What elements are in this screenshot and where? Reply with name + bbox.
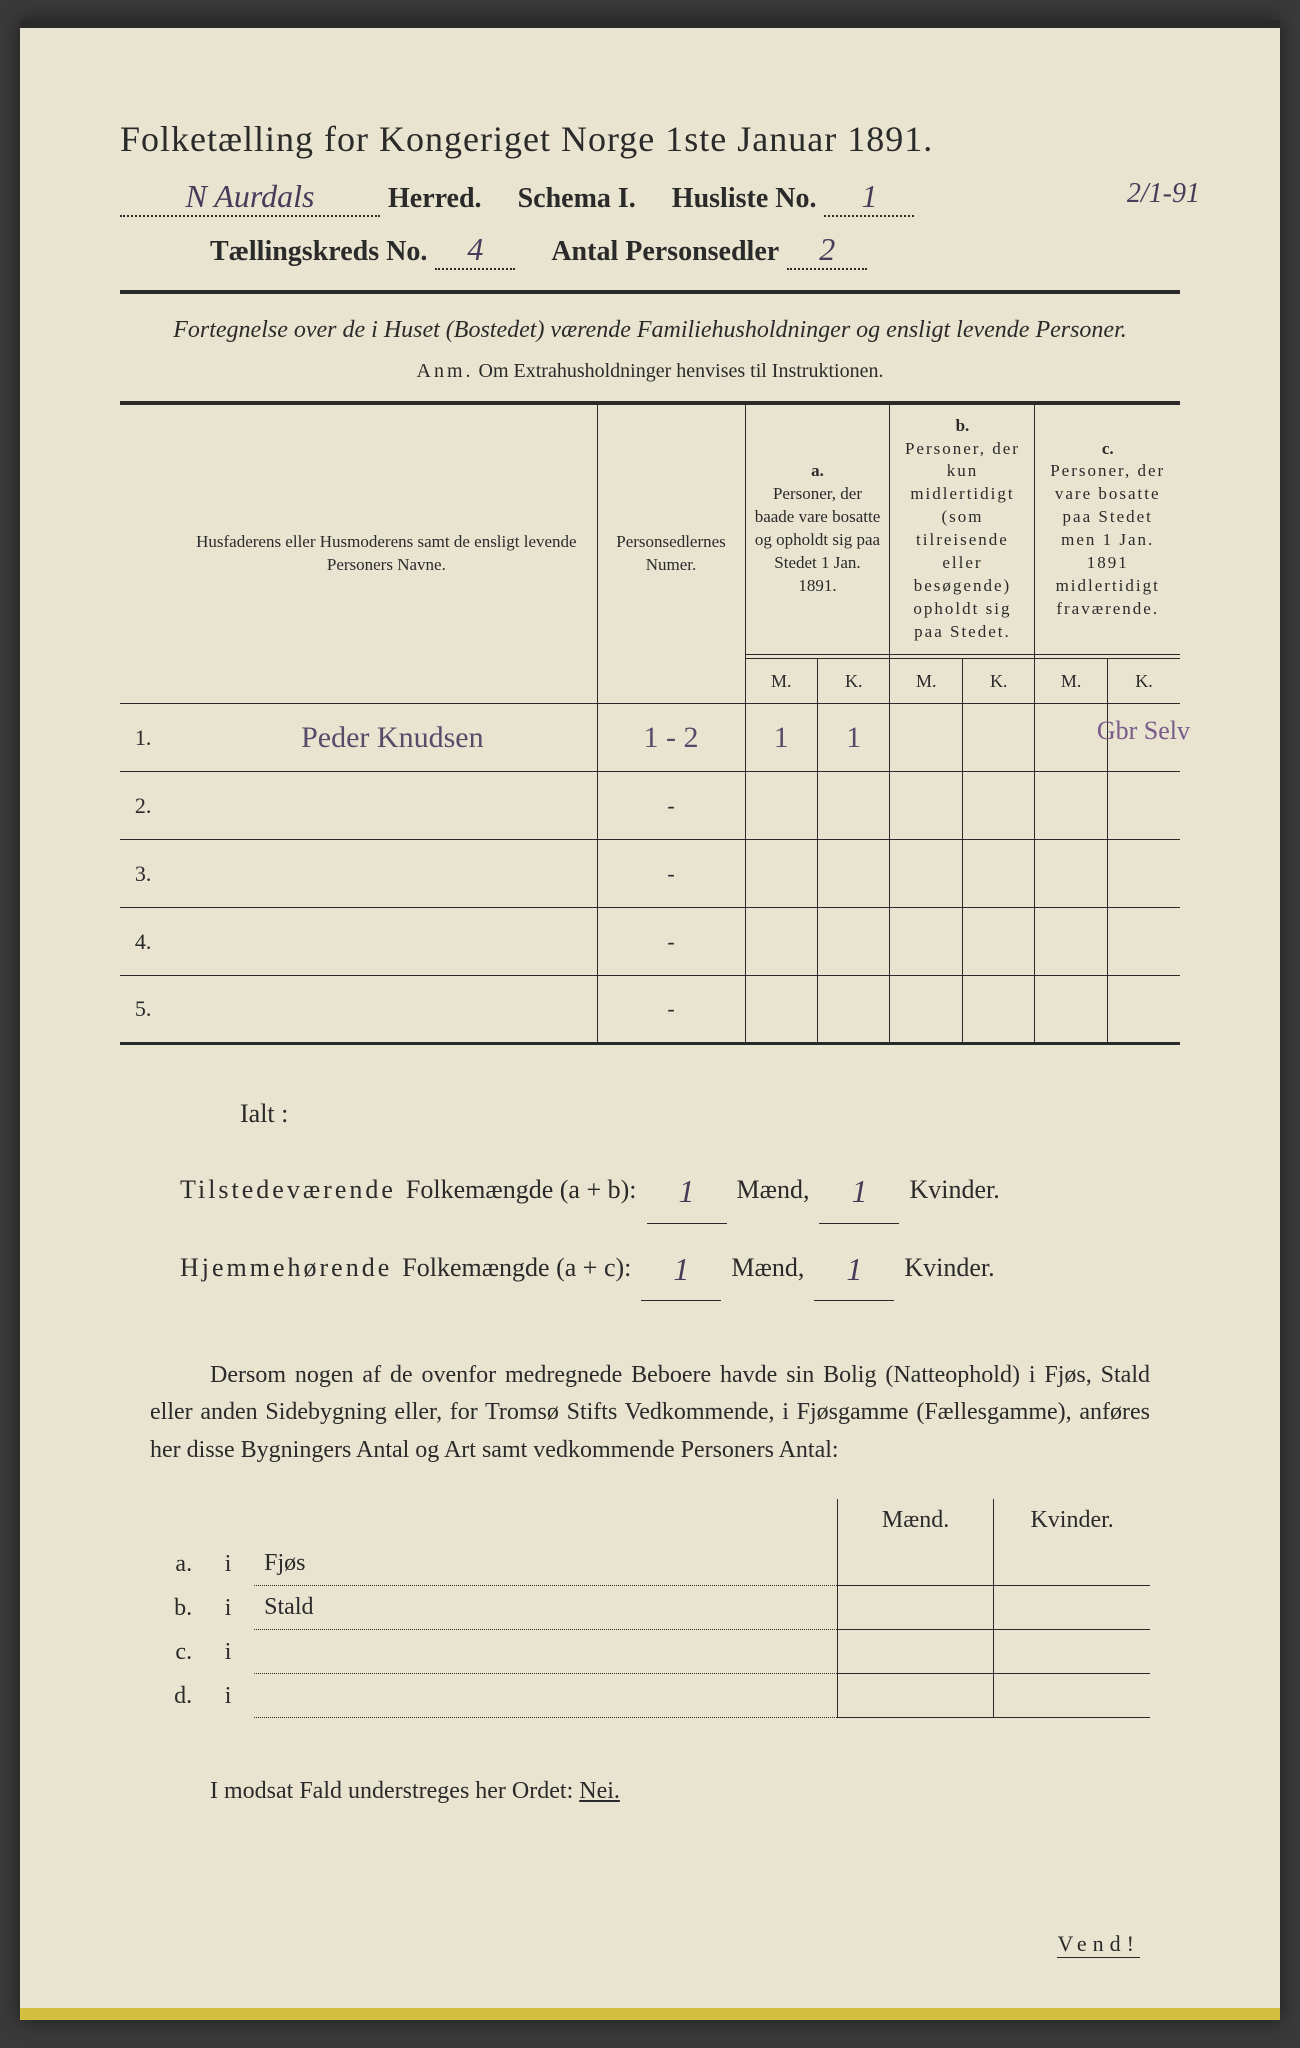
note-line: Anm. Om Extrahusholdninger henvises til … — [90, 360, 1210, 383]
resident-m: 1 — [673, 1251, 689, 1287]
row-name: Peder Knudsen — [301, 721, 483, 754]
header-line-1: N Aurdals Herred. Schema I. Husliste No.… — [90, 178, 1210, 217]
sedler-value: 2 — [819, 231, 835, 267]
table-row: 4. - — [120, 908, 1180, 976]
col-c-label: c.Personer, der vare bosatte paa Stedet … — [1035, 403, 1180, 655]
herred-value: N Aurdals — [186, 178, 315, 214]
footer-line: I modsat Fald understreges her Ordet: Ne… — [90, 1748, 1210, 1815]
page-title: Folketælling for Kongeriget Norge 1ste J… — [90, 118, 1210, 160]
col-a-m: M. — [745, 658, 817, 703]
table-row: 5. - — [120, 976, 1180, 1044]
husliste-value: 1 — [861, 178, 877, 214]
table-row: 3. - — [120, 840, 1180, 908]
census-form-page: Folketælling for Kongeriget Norge 1ste J… — [20, 20, 1280, 2020]
note-text: Om Extrahusholdninger henvises til Instr… — [479, 360, 884, 382]
present-row: Tilstedeværende Folkemængde (a + b): 1 M… — [180, 1152, 1160, 1223]
kreds-label: Tællingskreds No. — [210, 236, 427, 268]
schema-label: Schema I. — [518, 183, 636, 215]
summary-block: Ialt : Tilstedeværende Folkemængde (a + … — [90, 1075, 1210, 1337]
note-label: Anm. — [417, 360, 474, 382]
col-a-k: K. — [817, 658, 889, 703]
col-name-header: Husfaderens eller Husmoderens samt de en… — [176, 403, 597, 704]
col-b-k: K. — [962, 658, 1034, 703]
col-a-label: a.Personer, der baade vare bosatte og op… — [745, 403, 890, 655]
nei-word: Nei. — [579, 1778, 620, 1804]
row-note: Gbr Selv — [1097, 716, 1190, 746]
table-row: 2. - — [120, 772, 1180, 840]
dwelling-row: a. i Fjøs — [150, 1542, 1150, 1586]
kreds-value: 4 — [467, 231, 483, 267]
dwelling-row: d. i — [150, 1674, 1150, 1718]
dwelling-paragraph: Dersom nogen af de ovenfor medregnede Be… — [90, 1337, 1210, 1489]
present-m: 1 — [679, 1173, 695, 1209]
dwelling-table: Mænd. Kvinder. a. i Fjøs b. i Stald c. i… — [150, 1499, 1150, 1719]
table-body: 1. Peder Knudsen 1 - 2 1 1 Gbr Selv 2. -… — [120, 704, 1180, 1044]
resident-row: Hjemmehørende Folkemængde (a + c): 1 Mæn… — [180, 1230, 1160, 1301]
col-b-label: b.Personer, der kun midlertidigt (som ti… — [890, 403, 1035, 655]
header-line-2: Tællingskreds No. 4 Antal Personsedler 2 — [90, 231, 1210, 270]
col-b-m: M. — [890, 658, 962, 703]
dwelling-row: c. i — [150, 1630, 1150, 1674]
table-row: 1. Peder Knudsen 1 - 2 1 1 Gbr Selv — [120, 704, 1180, 772]
present-k: 1 — [851, 1173, 867, 1209]
dwelling-row: b. i Stald — [150, 1586, 1150, 1630]
resident-k: 1 — [846, 1251, 862, 1287]
col-num-header: Personsedlernes Numer. — [597, 403, 745, 704]
husliste-label: Husliste No. — [672, 183, 817, 215]
col-c-m: M. — [1035, 658, 1107, 703]
vend-label: Vend! — [1057, 1931, 1140, 1958]
row-num: 1 - 2 — [644, 721, 699, 754]
household-table: Husfaderens eller Husmoderens samt de en… — [120, 401, 1180, 1046]
date-annotation: 2/1-91 — [1127, 178, 1200, 210]
dwelling-head-m: Mænd. — [837, 1499, 993, 1542]
dwelling-head-k: Kvinder. — [994, 1499, 1150, 1542]
col-c-k: K. — [1107, 658, 1180, 703]
ialt-label: Ialt : — [180, 1085, 1160, 1142]
herred-label: Herred. — [388, 183, 482, 215]
divider — [120, 290, 1180, 294]
sedler-label: Antal Personsedler — [551, 236, 779, 268]
subtitle: Fortegnelse over de i Huset (Bostedet) v… — [90, 314, 1210, 348]
